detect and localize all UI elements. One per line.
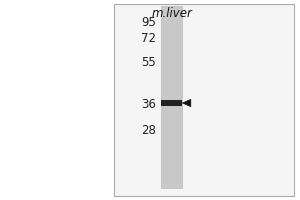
Text: m.liver: m.liver bbox=[152, 7, 193, 20]
Text: 72: 72 bbox=[141, 32, 156, 46]
Text: 95: 95 bbox=[141, 17, 156, 29]
Text: 55: 55 bbox=[141, 56, 156, 70]
Polygon shape bbox=[182, 99, 191, 107]
Text: 28: 28 bbox=[141, 124, 156, 138]
FancyBboxPatch shape bbox=[114, 4, 294, 196]
FancyBboxPatch shape bbox=[160, 100, 182, 106]
Text: 36: 36 bbox=[141, 98, 156, 112]
FancyBboxPatch shape bbox=[160, 6, 182, 188]
